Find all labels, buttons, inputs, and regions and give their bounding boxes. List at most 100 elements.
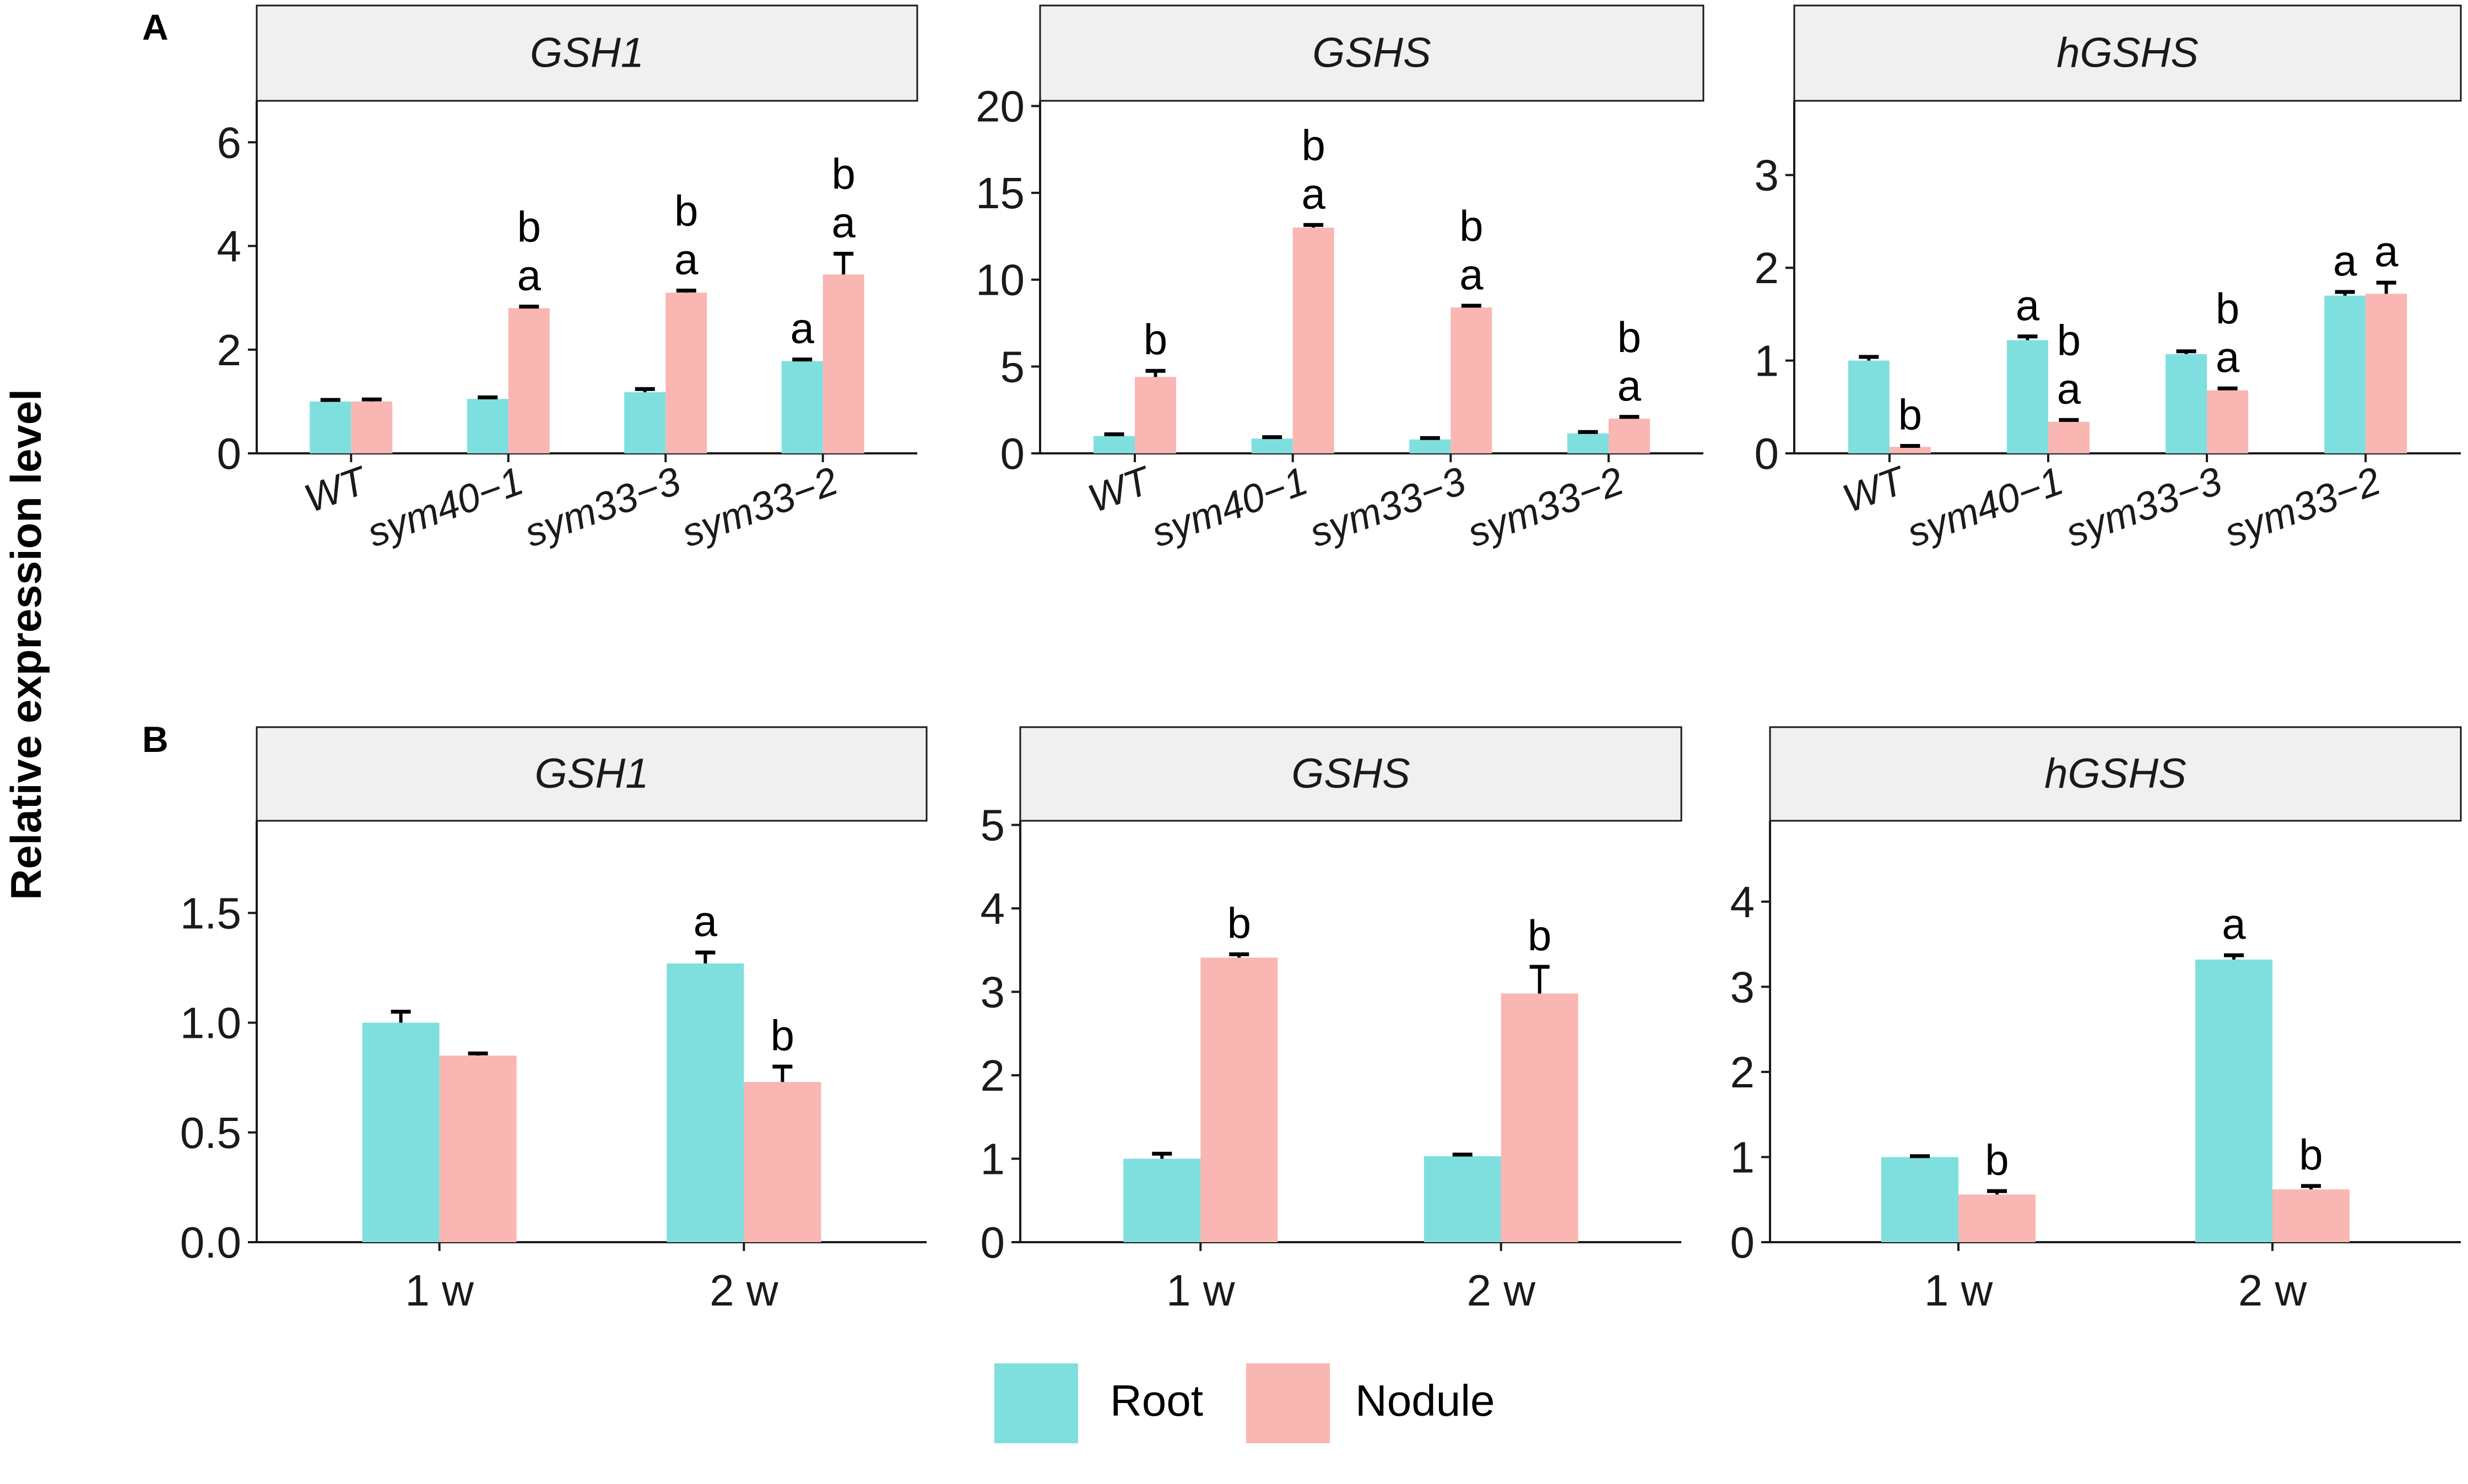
bar-root bbox=[2166, 354, 2207, 453]
y-tick-label: 10 bbox=[976, 256, 1025, 305]
bar-nodule bbox=[2366, 294, 2407, 453]
significance-letter: a bbox=[2333, 236, 2357, 285]
bar-root bbox=[310, 401, 351, 453]
significance-letter: a bbox=[2216, 333, 2240, 381]
bar-root bbox=[1251, 438, 1293, 453]
y-tick-label: 0 bbox=[981, 1218, 1005, 1267]
significance-letter: a bbox=[2374, 227, 2399, 275]
legend-swatch-root bbox=[994, 1363, 1078, 1443]
significance-letter: b bbox=[517, 203, 541, 251]
legend-swatch-nodule bbox=[1246, 1363, 1330, 1443]
significance-letter: b bbox=[1985, 1135, 2009, 1184]
bar-root bbox=[467, 399, 508, 453]
y-tick-label: 1 bbox=[981, 1135, 1005, 1184]
significance-letter: a bbox=[674, 235, 699, 283]
facet-title: hGSHS bbox=[2056, 30, 2199, 77]
y-tick-label: 1 bbox=[1730, 1133, 1755, 1182]
significance-letter: a bbox=[1617, 361, 1642, 410]
x-tick-label: 1 w bbox=[1924, 1266, 1993, 1315]
bar-nodule bbox=[744, 1082, 821, 1242]
bar-nodule bbox=[508, 308, 550, 453]
significance-letter: a bbox=[1459, 250, 1484, 299]
y-tick-label: 5 bbox=[981, 801, 1005, 850]
facet-strip bbox=[1039, 4, 1704, 102]
legend-label-root: Root bbox=[1110, 1376, 1203, 1425]
bar-root bbox=[1094, 436, 1135, 453]
significance-letter: a bbox=[791, 304, 815, 353]
significance-letter: b bbox=[832, 150, 856, 198]
facet-strip bbox=[256, 4, 918, 102]
bar-nodule bbox=[1501, 993, 1578, 1242]
bar-nodule bbox=[1135, 377, 1176, 453]
panel-label-b: B bbox=[142, 719, 169, 760]
facet-title: GSHS bbox=[1291, 750, 1410, 797]
significance-letter: b bbox=[1617, 313, 1641, 361]
facet-title: GSH1 bbox=[535, 750, 649, 797]
bar-nodule bbox=[1609, 418, 1650, 453]
facet-strip bbox=[256, 726, 928, 822]
bar-nodule bbox=[2207, 390, 2249, 453]
chart-b-1: GSH1 0.0 0.5 1.0 1.5 1 w 2 w a b bbox=[180, 726, 928, 1315]
bar-nodule bbox=[1889, 447, 1931, 453]
bar-root bbox=[1424, 1156, 1501, 1242]
significance-letter: b bbox=[771, 1011, 794, 1059]
y-tick-label: 2 bbox=[217, 326, 242, 375]
y-tick-label: 0 bbox=[217, 429, 242, 478]
y-tick-label: 1.0 bbox=[180, 999, 241, 1048]
significance-letter: a bbox=[2222, 900, 2246, 948]
significance-letter: b bbox=[674, 186, 698, 235]
y-tick-label: 3 bbox=[1755, 151, 1779, 200]
bar-nodule bbox=[1958, 1194, 2036, 1242]
y-tick-label: 0.0 bbox=[180, 1218, 241, 1267]
y-tick-label: 4 bbox=[1730, 878, 1755, 927]
significance-letter: a bbox=[517, 251, 542, 300]
significance-letter: a bbox=[694, 897, 718, 945]
bar-root bbox=[1881, 1157, 1958, 1242]
x-tick-label: 1 w bbox=[405, 1266, 474, 1315]
y-tick-label: 5 bbox=[1000, 342, 1025, 391]
y-tick-label: 0 bbox=[1000, 429, 1025, 478]
bar-root bbox=[624, 392, 666, 453]
significance-letter: b bbox=[2057, 316, 2081, 364]
y-tick-label: 0.5 bbox=[180, 1108, 241, 1157]
bar-root bbox=[1848, 360, 1890, 453]
bar-nodule bbox=[822, 274, 864, 453]
y-tick-label: 2 bbox=[1730, 1048, 1755, 1097]
bar-root bbox=[362, 1022, 440, 1242]
bar-root bbox=[2195, 959, 2272, 1242]
significance-letter: b bbox=[2299, 1130, 2323, 1179]
significance-letter: b bbox=[1459, 202, 1483, 250]
y-tick-label: 15 bbox=[976, 169, 1025, 218]
significance-letter: b bbox=[1227, 898, 1251, 947]
bar-nodule bbox=[2048, 421, 2090, 453]
significance-letter: b bbox=[1898, 391, 1922, 439]
x-tick-label: 2 w bbox=[1466, 1266, 1535, 1315]
y-tick-label: 4 bbox=[217, 222, 242, 271]
x-tick-label: 1 w bbox=[1166, 1266, 1235, 1315]
bar-root bbox=[1409, 439, 1451, 453]
bar-nodule bbox=[2272, 1189, 2350, 1242]
facet-strip bbox=[1019, 726, 1682, 822]
facet-title: hGSHS bbox=[2044, 750, 2186, 797]
facet-strip bbox=[1793, 4, 2462, 102]
bar-nodule bbox=[1292, 228, 1334, 453]
chart-b-3: hGSHS 0 1 2 3 4 1 w b 2 w a b bbox=[1730, 726, 2462, 1315]
significance-letter: a bbox=[1301, 169, 1325, 218]
x-tick-label: 2 w bbox=[2238, 1266, 2307, 1315]
bar-nodule bbox=[1451, 307, 1492, 453]
bar-nodule bbox=[439, 1055, 517, 1242]
panel-label-a: A bbox=[142, 7, 169, 47]
facet-title: GSH1 bbox=[530, 30, 644, 77]
y-tick-label: 2 bbox=[981, 1051, 1005, 1100]
y-tick-label: 1 bbox=[1755, 337, 1779, 386]
bar-nodule bbox=[351, 401, 393, 453]
bar-nodule bbox=[665, 293, 707, 453]
significance-letter: b bbox=[1301, 121, 1325, 169]
bar-root bbox=[2324, 295, 2366, 453]
significance-letter: b bbox=[2216, 284, 2239, 333]
facet-strip bbox=[1769, 726, 2462, 822]
significance-letter: a bbox=[2016, 281, 2040, 329]
legend: Root Nodule bbox=[994, 1363, 1495, 1443]
bar-root bbox=[2006, 340, 2048, 453]
